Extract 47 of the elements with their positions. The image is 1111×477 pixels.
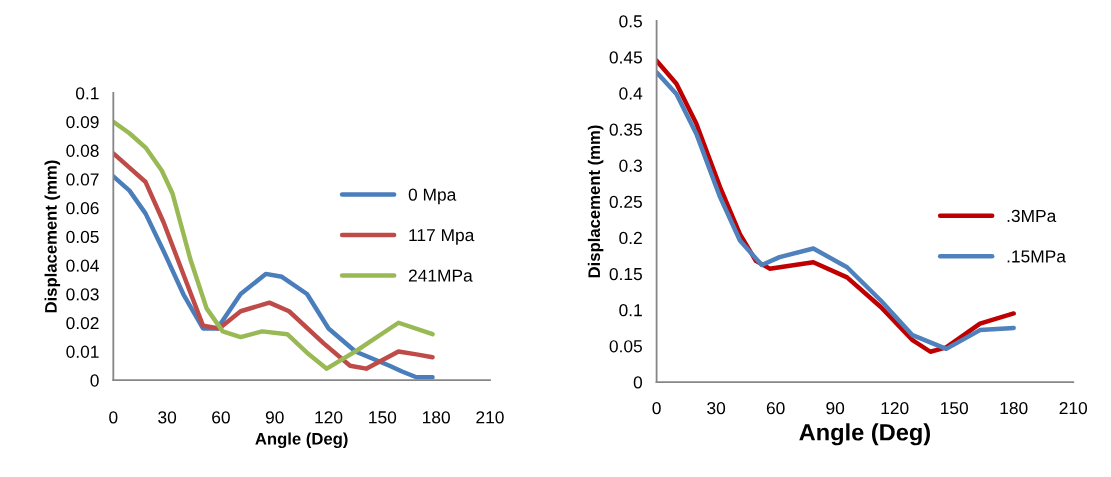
x-tick-label: 180 <box>422 411 450 424</box>
y-axis-title: Displacement (mm) <box>587 125 604 278</box>
x-tick-label: 120 <box>315 411 343 424</box>
x-tick-label: 60 <box>766 401 785 415</box>
y-tick-label: 0.03 <box>66 288 99 301</box>
y-tick-label: 0.01 <box>66 345 99 358</box>
x-tick-label: 0 <box>652 401 661 415</box>
x-tick-label: 60 <box>212 411 230 424</box>
y-tick-label: 0.35 <box>609 123 642 136</box>
x-tick-label: 90 <box>826 401 845 415</box>
legend-label: 117 Mpa <box>409 229 475 245</box>
x-tick-label: 30 <box>707 401 726 415</box>
y-tick-label: 0.25 <box>609 195 642 208</box>
y-tick-label: 0.1 <box>619 304 642 317</box>
x-tick-label: 120 <box>881 401 909 415</box>
y-tick-label: 0.3 <box>619 159 642 172</box>
x-tick-label: 210 <box>476 411 504 424</box>
y-tick-label: 0.09 <box>66 115 99 129</box>
y-tick-label: 0.15 <box>609 267 642 281</box>
x-tick-label: 210 <box>1059 401 1088 415</box>
y-tick-label: 0.45 <box>609 51 642 64</box>
legend-label: 241MPa <box>408 269 473 282</box>
legend-label: .3MPa <box>1007 209 1057 223</box>
y-tick-label: 0 <box>90 374 99 387</box>
y-tick-label: 0.07 <box>66 173 99 186</box>
x-tick-label: 90 <box>265 411 284 424</box>
y-tick-label: 0.4 <box>619 87 643 100</box>
x-axis-title: Angle (Deg) <box>799 423 930 446</box>
x-tick-label: 0 <box>109 411 118 424</box>
legend-label: 0 Mpa <box>408 188 457 205</box>
y-axis-title: Displacement (mm) <box>44 160 61 313</box>
y-tick-label: 0.04 <box>66 259 99 272</box>
legend-label: .15MPa <box>1007 250 1066 263</box>
x-tick-label: 150 <box>369 411 397 424</box>
y-tick-label: 0 <box>633 376 643 389</box>
y-tick-label: 0.05 <box>66 230 99 244</box>
y-tick-label: 0.2 <box>619 231 642 245</box>
y-tick-label: 0.1 <box>75 87 99 100</box>
y-tick-label: 0.08 <box>66 144 99 157</box>
y-tick-label: 0.5 <box>619 15 642 28</box>
x-tick-label: 180 <box>1000 401 1028 415</box>
y-tick-label: 0.02 <box>66 316 99 330</box>
x-tick-label: 30 <box>158 411 177 424</box>
y-tick-label: 0.06 <box>66 202 99 215</box>
x-tick-label: 150 <box>941 401 968 415</box>
x-axis-title: Angle (Deg) <box>255 432 348 449</box>
y-tick-label: 0.05 <box>609 340 642 353</box>
